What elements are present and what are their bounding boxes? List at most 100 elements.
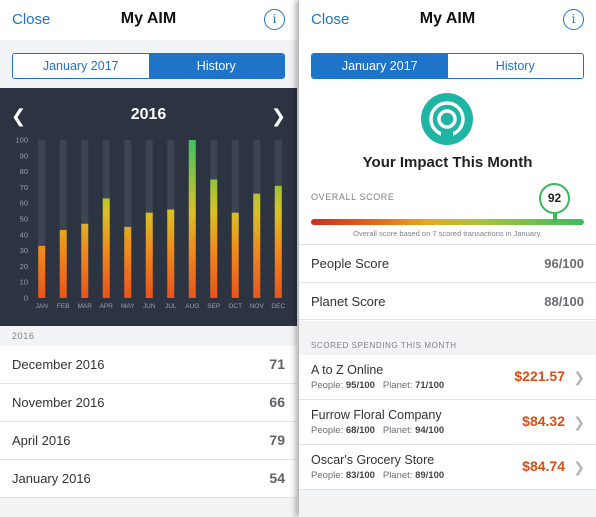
chevron-right-icon[interactable]: ❯ bbox=[270, 106, 286, 126]
history-screen: Close My AIM i January 2017 History 0 10 2… bbox=[0, 0, 297, 517]
x-tick-label: JAN bbox=[36, 303, 49, 310]
y-tick-label: 60 bbox=[20, 199, 28, 208]
transaction-amount: $84.74 bbox=[522, 458, 565, 474]
info-icon[interactable]: i bbox=[264, 9, 285, 30]
people-score-label: People Score bbox=[311, 256, 390, 271]
people-score-value: 96/100 bbox=[544, 256, 584, 271]
nav-bar: Close My AIM i bbox=[0, 0, 297, 40]
y-tick-label: 80 bbox=[20, 167, 28, 176]
transaction-amount: $221.57 bbox=[514, 368, 565, 384]
x-tick-label: SEP bbox=[207, 303, 220, 310]
tab-history[interactable]: History bbox=[148, 54, 284, 78]
merchant-scores: People: 83/100 Planet: 89/100 bbox=[311, 470, 445, 481]
list-item[interactable]: April 2016 79 bbox=[0, 422, 297, 460]
bar-track bbox=[38, 140, 46, 298]
overall-score-bar bbox=[311, 219, 584, 225]
x-tick-label: APR bbox=[100, 303, 114, 310]
bar-oct[interactable] bbox=[231, 212, 239, 298]
page-title: My AIM bbox=[120, 10, 177, 27]
section-header-year: 2016 bbox=[0, 326, 297, 346]
nav-bar: Close My AIM i bbox=[299, 0, 596, 40]
chevron-left-icon[interactable]: ❮ bbox=[11, 106, 27, 126]
y-tick-label: 100 bbox=[15, 136, 28, 145]
transaction-row[interactable]: Furrow Floral Company People: 68/100 Pla… bbox=[299, 400, 596, 445]
y-tick-label: 10 bbox=[20, 278, 28, 287]
month-score: 54 bbox=[269, 470, 285, 486]
y-tick-label: 70 bbox=[20, 183, 28, 192]
overall-score-note: Overall score based on 7 scored transact… bbox=[353, 229, 542, 238]
segmented-control: January 2017 History bbox=[311, 53, 584, 79]
planet-score-row: Planet Score 88/100 bbox=[299, 282, 596, 320]
month-score: 66 bbox=[269, 394, 285, 410]
list-item[interactable]: January 2016 54 bbox=[0, 460, 297, 498]
transaction-row[interactable]: Oscar's Grocery Store People: 83/100 Pla… bbox=[299, 445, 596, 490]
section-spacer bbox=[299, 321, 596, 337]
bar-track bbox=[59, 140, 67, 298]
people-score-row: People Score 96/100 bbox=[299, 244, 596, 282]
bar-feb[interactable] bbox=[59, 230, 67, 298]
history-list: December 2016 71 November 2016 66 April … bbox=[0, 346, 297, 498]
y-tick-label: 90 bbox=[20, 151, 28, 160]
bar-jan[interactable] bbox=[38, 245, 46, 298]
month-score: 79 bbox=[269, 432, 285, 448]
x-tick-label: JUN bbox=[143, 303, 156, 310]
score-marker bbox=[553, 214, 557, 222]
bar-jul[interactable] bbox=[167, 209, 175, 298]
score-history-chart: 0 10 20 30 40 50 60 70 80 90 100 JAN FEB MAR APR MAY JUN… bbox=[0, 88, 297, 326]
bar-jun[interactable] bbox=[145, 212, 153, 298]
tab-january-2017[interactable]: January 2017 bbox=[13, 54, 149, 78]
merchant-scores: People: 95/100 Planet: 71/100 bbox=[311, 380, 445, 391]
chevron-right-icon: ❯ bbox=[573, 459, 585, 475]
month-summary-screen: Close My AIM i January 2017 History Your… bbox=[299, 0, 596, 517]
x-tick-label: AUG bbox=[185, 303, 199, 310]
month-label: April 2016 bbox=[12, 433, 71, 448]
x-tick-label: DEC bbox=[271, 303, 285, 310]
bar-nov[interactable] bbox=[253, 193, 261, 298]
tab-bar: January 2017 History bbox=[0, 40, 297, 88]
tab-history[interactable]: History bbox=[447, 54, 583, 78]
y-tick-label: 50 bbox=[20, 215, 28, 224]
chart-canvas: 0 10 20 30 40 50 60 70 80 90 100 JAN FEB MAR APR MAY JUN… bbox=[15, 136, 285, 311]
segmented-control: January 2017 History bbox=[12, 53, 285, 79]
info-icon[interactable]: i bbox=[563, 9, 584, 30]
y-tick-label: 40 bbox=[20, 230, 28, 239]
close-button[interactable]: Close bbox=[12, 11, 51, 28]
bar-dec[interactable] bbox=[274, 185, 282, 298]
tab-january-2017[interactable]: January 2017 bbox=[312, 54, 448, 78]
month-label: November 2016 bbox=[12, 395, 105, 410]
chevron-right-icon: ❯ bbox=[573, 414, 585, 430]
month-score: 71 bbox=[269, 356, 285, 372]
overall-score-label: OVERALL SCORE bbox=[311, 192, 395, 202]
bar-may[interactable] bbox=[124, 226, 132, 298]
bar-track bbox=[124, 140, 132, 298]
page-title: My AIM bbox=[419, 10, 476, 27]
x-tick-label: JUL bbox=[165, 303, 177, 310]
bar-track bbox=[81, 140, 89, 298]
merchant-scores: People: 68/100 Planet: 94/100 bbox=[311, 425, 445, 436]
scored-spending-header: SCORED SPENDING THIS MONTH bbox=[299, 337, 596, 355]
bar-sep[interactable] bbox=[210, 179, 218, 299]
list-item[interactable]: December 2016 71 bbox=[0, 346, 297, 384]
month-label: January 2016 bbox=[12, 471, 91, 486]
tab-bar: January 2017 History bbox=[299, 40, 596, 88]
chart-year: 2016 bbox=[130, 106, 167, 123]
chevron-right-icon: ❯ bbox=[573, 369, 585, 385]
x-tick-label: FEB bbox=[57, 303, 70, 310]
bar-apr[interactable] bbox=[102, 198, 110, 298]
impact-target-icon bbox=[421, 93, 473, 145]
x-tick-label: NOV bbox=[250, 303, 265, 310]
overall-score-badge: 92 bbox=[539, 183, 570, 214]
y-tick-label: 20 bbox=[20, 262, 28, 271]
bar-aug[interactable] bbox=[188, 140, 196, 298]
merchant-name: A to Z Online bbox=[311, 363, 384, 377]
y-tick-label: 0 bbox=[24, 294, 28, 303]
transaction-amount: $84.32 bbox=[522, 413, 565, 429]
bar-mar[interactable] bbox=[81, 223, 89, 298]
planet-score-label: Planet Score bbox=[311, 294, 386, 309]
x-tick-label: MAR bbox=[78, 303, 93, 310]
bottom-fill bbox=[299, 490, 596, 517]
close-button[interactable]: Close bbox=[311, 11, 350, 28]
transaction-row[interactable]: A to Z Online People: 95/100 Planet: 71/… bbox=[299, 355, 596, 400]
merchant-name: Oscar's Grocery Store bbox=[311, 453, 435, 467]
list-item[interactable]: November 2016 66 bbox=[0, 384, 297, 422]
